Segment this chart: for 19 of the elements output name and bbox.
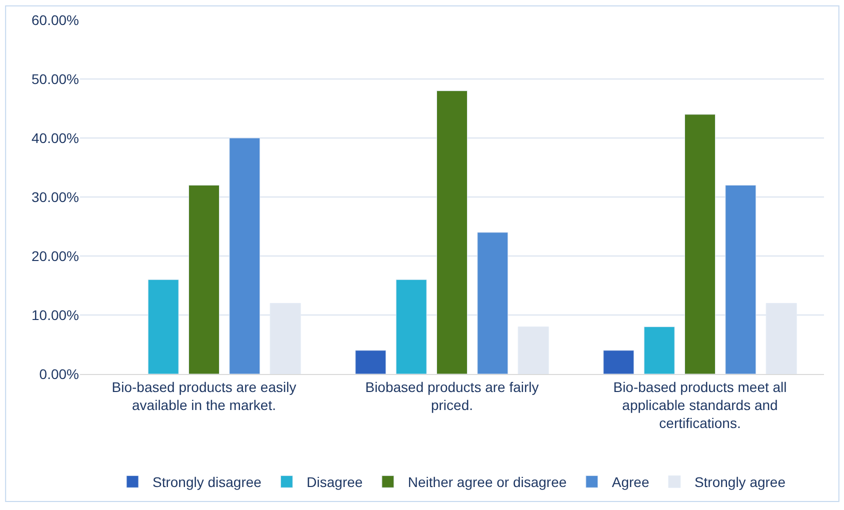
y-tick-label: 50.00% [32, 70, 79, 87]
legend-label: Neither agree or disagree [408, 474, 567, 490]
y-tick-label: 0.00% [39, 366, 79, 382]
bar [644, 326, 675, 374]
bar [355, 350, 386, 374]
x-tick-label: Bio-based products meet all applicable standards and certifications. [613, 378, 787, 432]
legend-label: Disagree [306, 474, 363, 490]
legend-label: Agree [612, 474, 650, 490]
legend-label: Strongly disagree [152, 474, 262, 490]
bar [603, 350, 634, 374]
y-tick-label: 20.00% [32, 248, 79, 264]
y-tick-label: 60.00% [32, 12, 79, 28]
x-tick-label: Biobased products are fairly priced. [365, 378, 539, 413]
y-tick-label: 40.00% [32, 130, 79, 146]
y-tick-label: 10.00% [32, 306, 79, 323]
legend-label: Strongly agree [694, 474, 786, 490]
y-tick-label: 30.00% [32, 188, 79, 205]
x-tick-label: Bio-based products are easily available in the market. [112, 378, 296, 413]
bar [518, 326, 549, 374]
